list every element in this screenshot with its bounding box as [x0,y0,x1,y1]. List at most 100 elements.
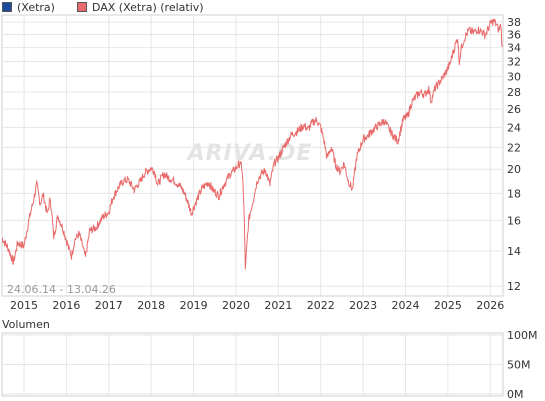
data-point [208,182,209,183]
y-tick-label: 34 [507,42,521,55]
watermark: ARIVA.DE [186,141,313,166]
data-point [420,91,421,92]
x-tick-label: 2017 [95,299,123,312]
data-point [457,37,458,38]
y-tick-label: 30 [507,70,521,83]
volume-tick-label: 100M [507,329,538,342]
data-point [235,167,236,168]
y-tick-label: 28 [507,86,521,99]
data-point [7,247,8,248]
data-point [240,162,241,163]
data-point [449,63,450,64]
data-point [242,171,243,172]
x-tick-label: 2024 [392,299,420,312]
data-point [1,238,2,239]
x-tick-label: 2023 [349,299,377,312]
data-point [493,20,494,21]
data-point [316,119,317,120]
data-point [331,147,332,148]
data-point [335,164,336,165]
data-point [290,135,291,136]
data-point [445,72,446,73]
data-point [435,87,436,88]
y-tick-label: 14 [507,245,521,258]
volume-legend: Volumen [2,317,50,331]
grid [2,15,503,296]
data-point [454,48,455,49]
data-point [265,170,266,171]
y-tick-label: 38 [507,16,521,29]
legend-swatch-xetra [2,2,12,12]
data-point [496,25,497,26]
legend-label-volume: Volumen [2,317,50,331]
price-legend: (Xetra) DAX (Xetra) (relativ) [2,0,226,14]
legend-label-xetra: (Xetra) [17,0,55,14]
x-axis: 2015 2016 2017 2018 2019 2020 2021 2022 2023 2024… [10,299,504,312]
x-tick-label: 2025 [434,299,462,312]
data-point [23,245,24,246]
data-point [473,32,474,33]
data-point [108,211,109,212]
data-point [324,141,325,142]
data-point [502,46,503,47]
data-point [356,156,357,157]
data-point [257,180,258,181]
data-point [363,139,364,140]
y-tick-label: 16 [507,214,521,227]
data-point [50,198,51,199]
data-point [403,118,404,119]
volume-y-axis: 100M 50M 0M [507,329,538,401]
data-point [430,101,431,102]
data-point [468,30,469,31]
data-point [163,173,164,174]
data-point [151,167,152,168]
data-point [481,31,482,32]
data-point [33,201,34,202]
data-point [284,145,285,146]
data-point [464,36,465,37]
x-tick-label: 2026 [476,299,504,312]
series-line [1,18,503,270]
data-point [477,29,478,30]
x-tick-label: 2016 [52,299,80,312]
data-point [339,171,340,172]
data-point [85,257,86,258]
data-point [485,35,486,36]
data-point [490,23,491,24]
data-point [43,194,44,195]
data-point [95,227,96,228]
y-tick-label: 18 [507,187,521,200]
legend-item-volume[interactable]: Volumen [2,318,50,331]
x-tick-label: 2022 [307,299,335,312]
data-point [392,135,393,136]
data-point [40,203,41,204]
data-point [488,28,489,29]
x-tick-label: 2019 [180,299,208,312]
data-point [123,180,124,181]
data-point [326,157,327,158]
data-point [377,125,378,126]
data-point [367,136,368,137]
data-point [112,197,113,198]
price-panel: ARIVA.DE 24.06.14 - 13.04.26 12141618202… [1,14,521,312]
data-point [229,174,230,175]
data-point [191,213,192,214]
legend-item-dax[interactable]: DAX (Xetra) (relativ) [76,1,204,14]
data-point [144,172,145,173]
y-tick-label: 24 [507,121,521,134]
data-point [407,116,408,117]
data-point [223,185,224,186]
data-point [252,201,253,202]
x-tick-label: 2021 [264,299,292,312]
data-point [13,262,14,263]
data-point [218,195,219,196]
y-tick-label: 20 [507,163,521,176]
data-point [384,120,385,121]
legend-item-xetra[interactable]: (Xetra) [2,1,55,14]
data-point [36,184,37,185]
data-point [261,173,262,174]
data-point [168,177,169,178]
data-point [102,217,103,218]
